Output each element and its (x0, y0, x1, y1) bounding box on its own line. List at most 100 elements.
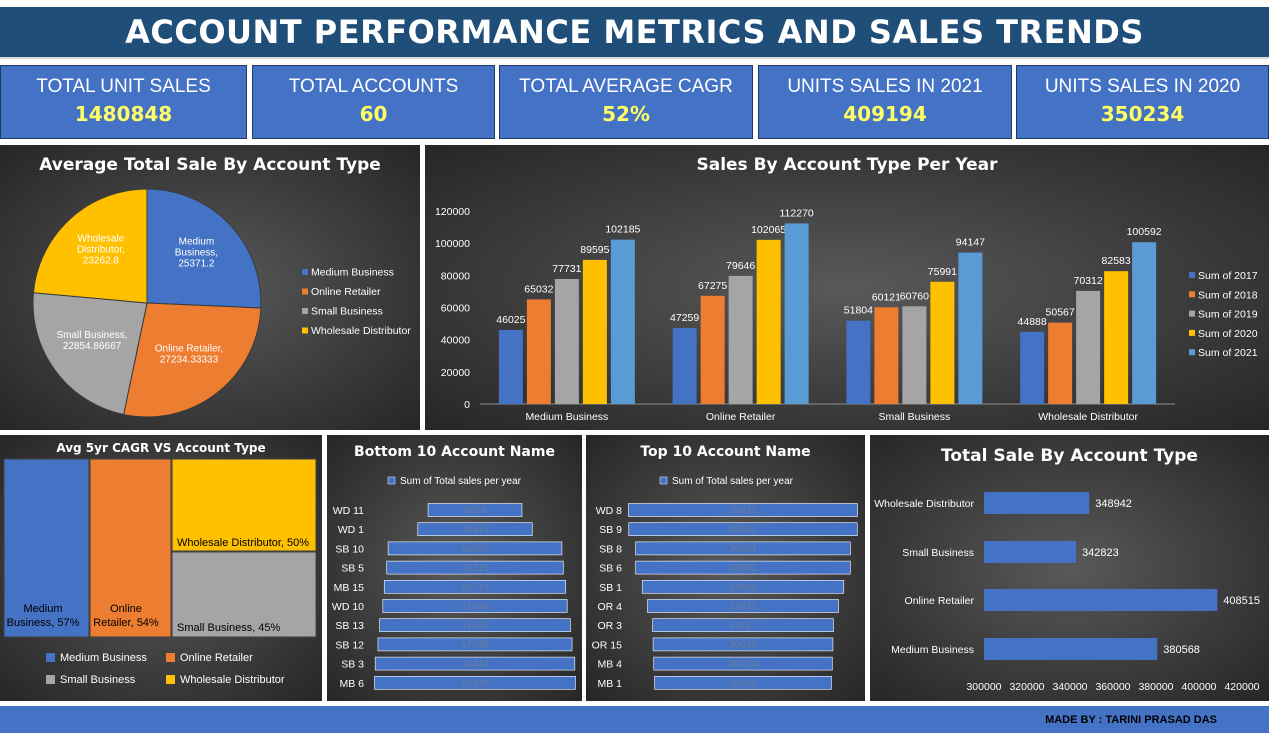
bar-category-label: SB 3 (341, 659, 364, 671)
kpi-value: 1480848 (74, 102, 173, 126)
bar-category-label: SB 10 (335, 543, 364, 555)
bar-category-label: SB 13 (335, 620, 364, 632)
bar-data-label: 16773 (461, 582, 489, 593)
bottom10-chart: Sum of Total sales per year 8676 WD 11 1057… (332, 476, 576, 690)
x-category-label: Medium Business (525, 411, 608, 423)
kpi-label: TOTAL UNIT SALES (36, 76, 211, 97)
bar-data-label: 39331 (729, 525, 757, 536)
bar-data-label: 82583 (1102, 255, 1131, 267)
bar (641, 580, 845, 594)
bar-data-label: 65032 (524, 283, 553, 295)
bar-legend-swatch (1189, 310, 1195, 317)
bar (784, 223, 809, 404)
bar-category-label: SB 9 (599, 524, 622, 536)
treemap-tile (171, 458, 317, 552)
bar-data-label: 51804 (844, 305, 873, 317)
legend-swatch (166, 675, 175, 684)
pie-legend-label: Wholesale Distributor (311, 325, 411, 337)
treemap-tile-label: Medium Business, 57% (7, 603, 80, 629)
treemap-legend-small: Small Business (46, 674, 135, 686)
y-tick-label: 100000 (435, 238, 470, 250)
y-tick-label: 0 (464, 399, 470, 411)
kpi-total-average-cagr: TOTAL AVERAGE CAGR 52% (499, 65, 753, 139)
pie-data-label: Medium Business, 25371.2 (175, 237, 218, 270)
top10-chart: Sum of Total sales per year 39413 WD 8 3933… (592, 476, 858, 690)
grouped-bar-chart: 0 20000 40000 60000 80000 100000 120000 46025 65… (435, 206, 1258, 423)
bar-data-label: 348942 (1095, 498, 1132, 510)
bar-data-label: 67275 (698, 280, 727, 292)
dashboard-title-bar: ACCOUNT PERFORMANCE METRICS AND SALES TR… (0, 7, 1269, 59)
bar-data-label: 102185 (605, 224, 640, 236)
bar-data-label: 18447 (461, 659, 489, 670)
bar (700, 295, 725, 404)
bar (654, 676, 832, 690)
bar-category-label: MB 15 (334, 582, 365, 594)
bar (846, 320, 871, 404)
x-tick-label: 300000 (966, 681, 1001, 693)
bar-data-label: 8676 (464, 506, 487, 517)
bar (374, 676, 576, 690)
pie-chart-panel: Average Total Sale By Account Type Mediu… (0, 145, 420, 430)
bar-data-label: 102065 (751, 224, 786, 236)
total-sale-panel: Total Sale By Account Type 348942 Wholesa… (870, 435, 1269, 701)
bar-category-label: WD 11 (333, 505, 364, 517)
pie-legend-swatch (302, 308, 308, 314)
pie-legend-swatch (302, 269, 308, 275)
footer-credit: MADE BY : TARINI PRASAD DAS (1045, 714, 1217, 726)
top10-panel: Top 10 Account Name Sum of Total sales p… (586, 435, 865, 701)
x-category-label: Small Business (878, 411, 950, 423)
bar-data-label: 342823 (1082, 547, 1119, 559)
bar-category-label: SB 1 (599, 582, 622, 594)
bar-data-label: 380568 (1163, 644, 1200, 656)
bar-data-label: 94147 (956, 237, 985, 249)
bar-category-label: SB 12 (335, 639, 364, 651)
pie-legend-swatch (302, 288, 308, 295)
bar-category-label: MB 6 (339, 678, 364, 690)
bar-data-label: 44888 (1018, 316, 1047, 328)
bar-data-label: 32872 (729, 602, 757, 613)
bar-data-label: 16060 (461, 544, 489, 555)
bar-data-label: 34686 (729, 582, 757, 593)
kpi-value: 409194 (843, 102, 927, 126)
treemap-legend-online: Online Retailer (166, 652, 253, 664)
bar-category-label: WD 10 (332, 601, 364, 613)
treemap-tile (3, 458, 90, 638)
kpi-label: TOTAL AVERAGE CAGR (519, 76, 733, 97)
bar-legend-swatch (1189, 349, 1195, 356)
bar-data-label: 60121 (872, 291, 901, 303)
kpi-units-sales-2020: UNITS SALES IN 2020 350234 (1016, 65, 1269, 139)
x-tick-label: 340000 (1052, 681, 1087, 693)
legend-label: Wholesale Distributor (180, 674, 285, 686)
pie-legend-label: Small Business (311, 306, 383, 318)
y-category-label: Wholesale Distributor (874, 498, 974, 510)
bar (647, 599, 839, 613)
grouped-bar-chart-title: Sales By Account Type Per Year (696, 155, 998, 175)
bar-data-label: 46025 (496, 314, 525, 326)
pie-legend-swatch (302, 327, 308, 334)
total-sale-title: Total Sale By Account Type (941, 446, 1198, 466)
bar-data-label: 77731 (552, 263, 581, 275)
x-category-label: Online Retailer (706, 411, 776, 423)
bar (984, 638, 1158, 660)
pie-data-label: Small Business, 22854.86667 (56, 330, 127, 352)
kpi-label: TOTAL ACCOUNTS (288, 76, 459, 97)
bar-data-label: 75991 (928, 266, 957, 278)
dashboard-title: ACCOUNT PERFORMANCE METRICS AND SALES TR… (125, 13, 1144, 51)
bar-data-label: 31127 (729, 621, 757, 632)
kpi-total-unit-sales: TOTAL UNIT SALES 1480848 (0, 65, 247, 139)
bottom10-title: Bottom 10 Account Name (354, 444, 555, 460)
bar (427, 503, 523, 517)
y-category-label: Small Business (902, 547, 974, 559)
bar (984, 589, 1218, 611)
treemap-tile-label: Online Retailer, 54% (93, 603, 159, 629)
bar (958, 252, 983, 404)
footer-bar: MADE BY : TARINI PRASAD DAS (0, 706, 1269, 733)
legend-label: Sum of Total sales per year (400, 476, 522, 487)
bottom10-panel: Bottom 10 Account Name Sum of Total sale… (327, 435, 582, 701)
bar-legend-swatch (1189, 329, 1195, 336)
bar-category-label: SB 8 (599, 543, 622, 555)
y-tick-label: 120000 (435, 206, 470, 218)
bar-data-label: 50567 (1046, 307, 1075, 319)
bar-category-label: SB 6 (599, 563, 622, 575)
bar (672, 327, 697, 404)
